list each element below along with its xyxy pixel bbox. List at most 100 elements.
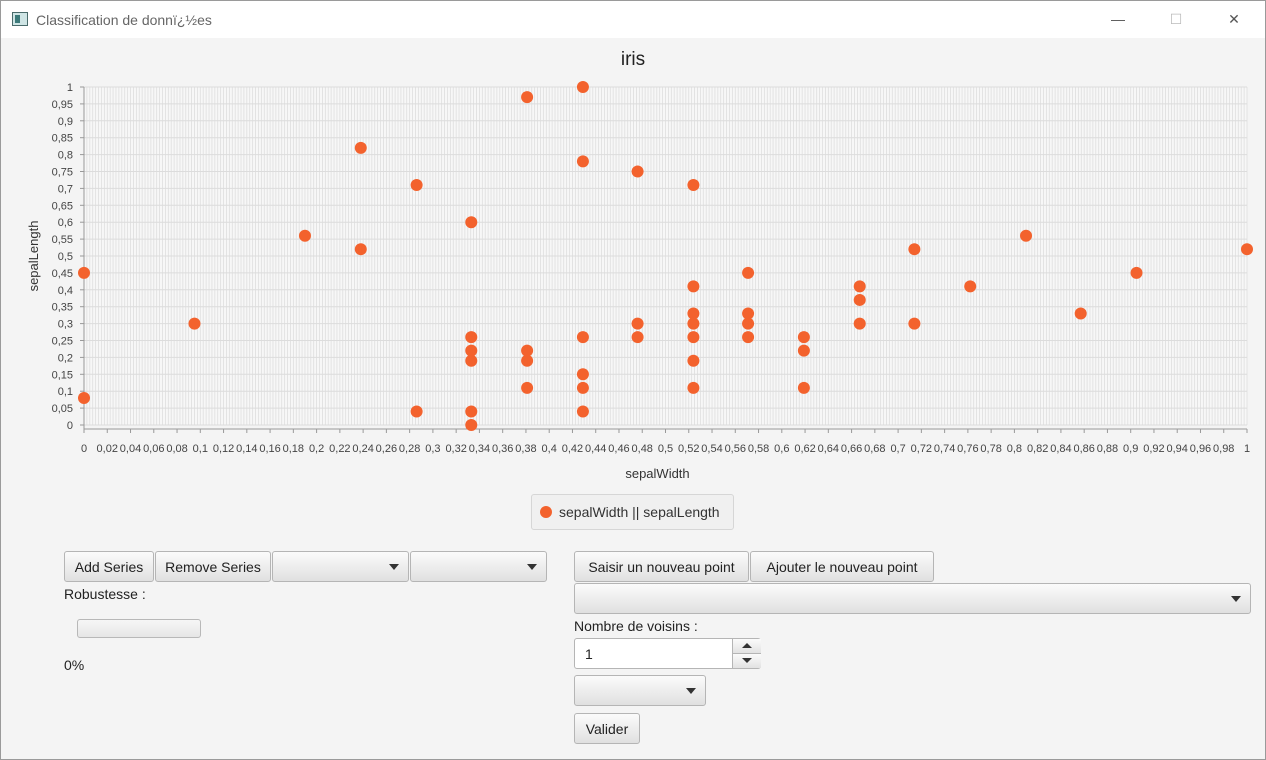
- series-y-select[interactable]: [410, 551, 547, 582]
- data-point: [797, 381, 810, 394]
- x-tick-label: 0,84: [1050, 443, 1071, 455]
- data-point: [576, 405, 589, 418]
- chart-title: iris: [620, 49, 646, 70]
- y-tick-label: 0,75: [52, 167, 73, 179]
- x-tick-label: 0,36: [492, 443, 513, 455]
- data-point: [687, 280, 700, 293]
- chevron-down-icon: [389, 564, 399, 570]
- legend-label: sepalWidth || sepalLength: [559, 504, 720, 520]
- new-point-select[interactable]: [574, 583, 1251, 614]
- x-tick-label: 0,24: [352, 443, 373, 455]
- remove-series-button[interactable]: Remove Series: [155, 551, 271, 582]
- data-point: [465, 419, 478, 431]
- add-new-point-button[interactable]: Ajouter le nouveau point: [750, 551, 934, 582]
- x-tick-label: 0,82: [1027, 443, 1048, 455]
- enter-new-point-button[interactable]: Saisir un nouveau point: [574, 551, 749, 582]
- x-axis-label: sepalWidth: [625, 466, 689, 481]
- spinner-increment-button[interactable]: [732, 639, 761, 654]
- data-point: [576, 331, 589, 344]
- chart-legend: sepalWidth || sepalLength: [531, 494, 734, 530]
- y-tick-label: 0,55: [52, 234, 73, 246]
- data-point: [687, 307, 700, 320]
- data-point: [465, 344, 478, 357]
- x-tick-label: 0,76: [957, 443, 978, 455]
- x-tick-label: 0,46: [608, 443, 629, 455]
- x-tick-label: 0,8: [1007, 443, 1022, 455]
- x-tick-label: 0,1: [193, 443, 208, 455]
- x-tick-label: 0,92: [1143, 443, 1164, 455]
- maximize-button[interactable]: ☐: [1169, 10, 1183, 27]
- data-point: [410, 405, 423, 418]
- y-tick-label: 0,3: [58, 319, 73, 331]
- neighbors-label: Nombre de voisins :: [574, 618, 698, 634]
- data-point: [465, 331, 478, 344]
- x-tick-label: 0,16: [259, 443, 280, 455]
- spinner-decrement-button[interactable]: [732, 654, 761, 668]
- x-tick-label: 0,28: [399, 443, 420, 455]
- y-tick-label: 0,25: [52, 336, 73, 348]
- title-bar: Classification de donnï¿½es — ☐ ✕: [1, 1, 1265, 38]
- x-tick-label: 0,96: [1190, 443, 1211, 455]
- neighbors-spinner[interactable]: [574, 638, 761, 669]
- y-tick-label: 0,05: [52, 403, 73, 415]
- x-tick-label: 0,4: [542, 443, 557, 455]
- x-tick-label: 0,64: [818, 443, 839, 455]
- y-tick-label: 1: [67, 82, 73, 94]
- data-point: [465, 405, 478, 418]
- chevron-down-icon: [686, 688, 696, 694]
- x-tick-label: 0,62: [794, 443, 815, 455]
- x-tick-label: 0,56: [725, 443, 746, 455]
- y-tick-label: 0,4: [58, 285, 73, 297]
- data-point: [742, 317, 755, 330]
- y-tick-label: 0,45: [52, 268, 73, 280]
- neighbors-input[interactable]: [575, 639, 731, 668]
- x-tick-label: 0,22: [329, 443, 350, 455]
- x-tick-label: 0,06: [143, 443, 164, 455]
- x-tick-label: 0,74: [934, 443, 955, 455]
- data-point: [354, 141, 367, 154]
- data-point: [687, 354, 700, 367]
- data-point: [853, 317, 866, 330]
- data-point: [742, 266, 755, 279]
- close-button[interactable]: ✕: [1228, 10, 1240, 27]
- x-tick-label: 0,72: [911, 443, 932, 455]
- data-point: [1130, 266, 1143, 279]
- data-point: [687, 331, 700, 344]
- x-tick-label: 0,5: [658, 443, 673, 455]
- y-tick-label: 0,95: [52, 99, 73, 111]
- data-point: [298, 229, 311, 242]
- x-tick-label: 0,94: [1167, 443, 1188, 455]
- data-point: [908, 317, 921, 330]
- window-title: Classification de donnï¿½es: [36, 12, 212, 28]
- x-tick-label: 0,2: [309, 443, 324, 455]
- robustness-progress-bar: [77, 619, 201, 638]
- data-point: [576, 81, 589, 93]
- x-tick-label: 0,42: [562, 443, 583, 455]
- x-tick-label: 0,48: [632, 443, 653, 455]
- scatter-chart: 0 0,05 0,1 0,15 0,2 0,25 0,3 0,35 0,4 0,45 0,5 0,55…: [26, 81, 1253, 481]
- data-point: [687, 381, 700, 394]
- data-point: [1241, 243, 1253, 256]
- validate-button[interactable]: Valider: [574, 713, 640, 744]
- data-point: [576, 381, 589, 394]
- data-point: [576, 155, 589, 168]
- chevron-down-icon: [742, 658, 752, 663]
- x-tick-label: 0,98: [1213, 443, 1234, 455]
- y-tick-label: 0,85: [52, 133, 73, 145]
- series-x-select[interactable]: [272, 551, 409, 582]
- data-point: [964, 280, 977, 293]
- y-tick-label: 0,6: [58, 217, 73, 229]
- robustness-label: Robustesse :: [64, 586, 146, 602]
- x-tick-label: 0,34: [469, 443, 490, 455]
- distance-select[interactable]: [574, 675, 706, 706]
- chevron-down-icon: [1231, 596, 1241, 602]
- x-tick-label: 0,86: [1073, 443, 1094, 455]
- x-tick-label: 0,54: [701, 443, 722, 455]
- data-point: [797, 344, 810, 357]
- data-point: [521, 91, 534, 104]
- x-tick-label: 0,38: [515, 443, 536, 455]
- minimize-button[interactable]: —: [1111, 11, 1125, 27]
- x-tick-label: 0,52: [678, 443, 699, 455]
- add-series-button[interactable]: Add Series: [64, 551, 154, 582]
- data-point: [354, 243, 367, 256]
